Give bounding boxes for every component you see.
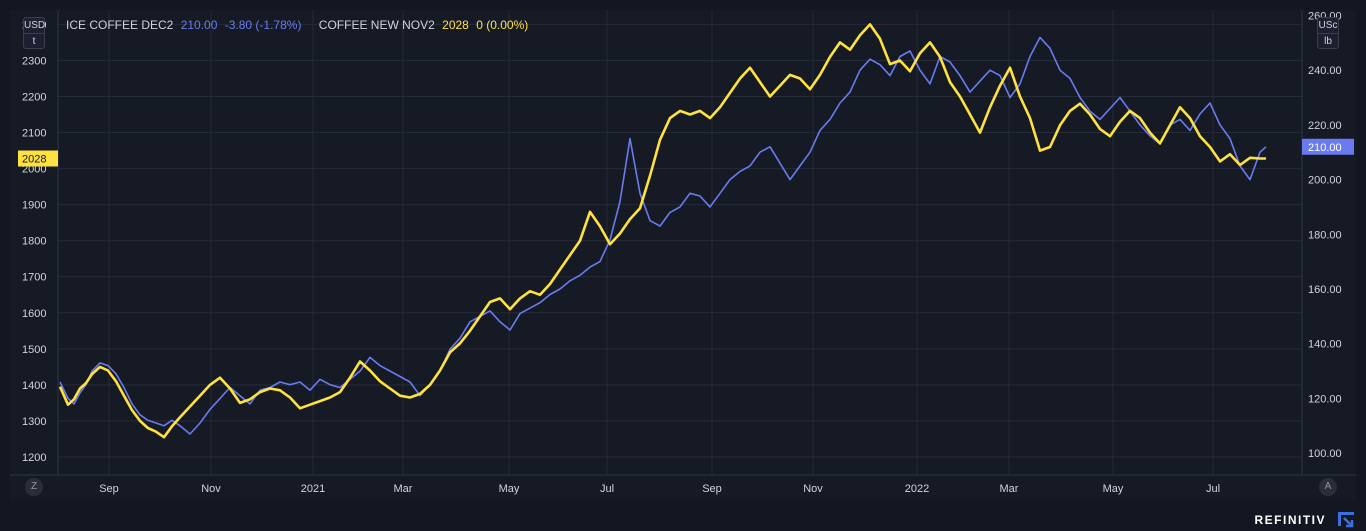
left-tick-label: 2300 [22,55,46,67]
x-axis-ticks: Sep Nov 2021 Mar May Jul Sep Nov 2022 Mar May Jul [99,483,1220,495]
zoom-reset-button[interactable]: Z [25,478,43,496]
right-tick-label: 220.00 [1308,120,1342,132]
left-tick-label: 1900 [22,200,46,212]
last-value-labels: 2028 210.00 [18,138,1354,167]
right-tick-label: 200.00 [1308,175,1342,187]
x-tick-label: Jul [600,483,614,495]
refinitiv-logo-icon [1338,512,1354,528]
legend-series2-last: 2028 [442,18,469,32]
auto-scale-button[interactable]: A [1319,478,1337,496]
gridlines [58,10,1302,475]
legend-series2-name[interactable]: COFFEE NEW NOV2 [318,18,435,32]
chart-panel: 1200 1300 1400 1500 1600 1700 1800 1900 2000 2100… [10,10,1356,501]
x-tick-label: 2022 [905,483,929,495]
right-tick-label: 180.00 [1308,229,1342,241]
left-tick-label: 1600 [22,308,46,320]
x-tick-label: Mar [394,483,413,495]
x-tick-label: 2021 [301,483,325,495]
x-tick-label: Jul [1206,483,1220,495]
left-tick-label: 1200 [22,452,46,464]
chart-legend: ICE COFFEE DEC2 210.00 -3.80 (-1.78%) CO… [66,18,532,32]
right-last-value-badge [1302,138,1354,155]
left-tick-label: 1800 [22,236,46,248]
left-tick-label: 2000 [22,164,46,176]
left-tick-label: 2200 [22,92,46,104]
right-tick-label: 140.00 [1308,339,1342,351]
right-last-value-text: 210.00 [1308,142,1342,154]
x-tick-label: Nov [201,483,221,495]
left-axis-ticks: 1200 1300 1400 1500 1600 1700 1800 1900 2000 2100… [22,19,46,464]
x-tick-label: Mar [1000,483,1019,495]
refinitiv-logo-text: REFINITIV [1254,513,1326,527]
right-tick-label: 120.00 [1308,393,1342,405]
legend-series1-name[interactable]: ICE COFFEE DEC2 [66,18,174,32]
coffee-new-nov2-line[interactable] [58,23,1266,439]
x-tick-label: Nov [803,483,823,495]
left-last-value-text: 2028 [22,154,46,166]
left-tick-label: 1400 [22,380,46,392]
right-tick-label: 240.00 [1308,65,1342,77]
x-tick-label: Sep [99,483,119,495]
series-layer [58,23,1267,439]
legend-series2-change: 0 (0.00%) [476,18,529,32]
left-unit-currency: USD [24,20,46,31]
left-last-value-badge [18,150,58,167]
left-unit-weight: t [24,33,44,49]
right-axis-ticks: 100.00 120.00 140.00 160.00 180.00 200.00 220.… [1308,10,1342,460]
x-tick-label: Sep [702,483,722,495]
left-tick-label: 1300 [22,416,46,428]
legend-series1-change: -3.80 (-1.78%) [224,18,302,32]
right-unit-selector[interactable]: USc lb [1317,17,1339,49]
left-tick-label: 1500 [22,344,46,356]
right-unit-currency: USc [1318,20,1338,31]
x-tick-label: May [1103,483,1124,495]
right-tick-label: 100.00 [1308,448,1342,460]
right-tick-label: 160.00 [1308,284,1342,296]
right-unit-weight: lb [1318,33,1338,49]
legend-series1-last: 210.00 [180,18,218,32]
left-unit-selector[interactable]: USD t [23,17,45,49]
x-tick-label: May [499,483,520,495]
chart-canvas[interactable]: 1200 1300 1400 1500 1600 1700 1800 1900 2000 2100… [10,10,1356,501]
left-tick-label: 2100 [22,128,46,140]
ice-coffee-dec2-line[interactable] [59,36,1267,435]
left-tick-label: 1700 [22,272,46,284]
